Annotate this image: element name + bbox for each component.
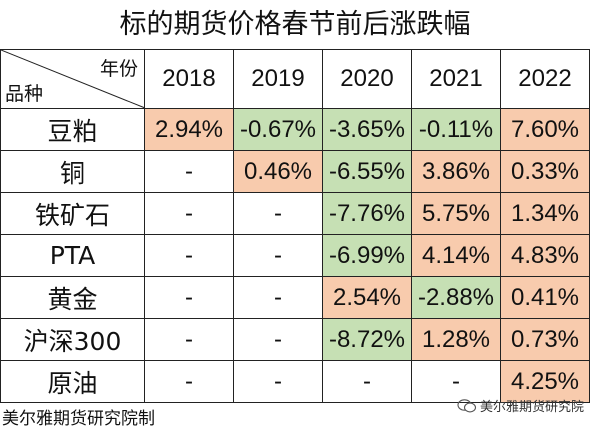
value-cell: - xyxy=(233,234,323,277)
value-cell: -6.99% xyxy=(322,234,412,277)
corner-year-label: 年份 xyxy=(99,58,138,80)
value-cell: -0.11% xyxy=(411,108,501,151)
value-cell: 0.33% xyxy=(500,150,590,193)
item-name: 铜 xyxy=(0,150,145,193)
table-row: 铁矿石 - - -7.76% 5.75% 1.34% xyxy=(0,192,590,235)
item-name: 原油 xyxy=(0,360,145,403)
value-cell: 2.54% xyxy=(322,276,412,319)
value-cell: 0.41% xyxy=(500,276,590,319)
value-cell: -8.72% xyxy=(322,318,412,361)
value-cell: 7.60% xyxy=(500,108,590,151)
source-note: 美尔雅期货研究院制 xyxy=(2,409,155,429)
value-cell: 0.73% xyxy=(500,318,590,361)
value-cell: 2.94% xyxy=(144,108,234,151)
year-header: 2019 xyxy=(233,49,323,109)
value-cell: - xyxy=(144,360,234,403)
watermark-text: 美尔雅期货研究院 xyxy=(479,400,584,415)
value-cell: 3.86% xyxy=(411,150,501,193)
value-cell: -3.65% xyxy=(322,108,412,151)
header-row: 年份 品种 2018 2019 2020 2021 2022 xyxy=(0,49,590,109)
diagonal-line xyxy=(1,50,144,108)
table-row: 豆粕 2.94% -0.67% -3.65% -0.11% 7.60% xyxy=(0,108,590,151)
value-cell: - xyxy=(233,360,323,403)
value-cell: -2.88% xyxy=(411,276,501,319)
value-cell: - xyxy=(322,360,412,403)
value-cell: -6.55% xyxy=(322,150,412,193)
corner-item-label: 品种 xyxy=(5,83,44,105)
value-cell: - xyxy=(144,234,234,277)
table-row: 黄金 - -2.54% -2.88% 0.41% xyxy=(0,276,590,319)
value-cell: - xyxy=(233,318,323,361)
value-cell: 4.83% xyxy=(500,234,590,277)
table-row: 原油 - - - -4.25% xyxy=(0,360,590,403)
page-title: 标的期货价格春节前后涨跌幅 xyxy=(119,9,471,40)
value-cell: - xyxy=(233,192,323,235)
value-cell: - xyxy=(144,192,234,235)
year-header: 2022 xyxy=(500,49,590,109)
value-cell: 1.28% xyxy=(411,318,501,361)
wechat-icon xyxy=(457,398,477,412)
value-cell: -7.76% xyxy=(322,192,412,235)
table-row: 铜 -0.46% -6.55% 3.86% 0.33% xyxy=(0,150,590,193)
value-cell: 4.14% xyxy=(411,234,501,277)
item-name: 豆粕 xyxy=(0,108,145,151)
value-cell: 5.75% xyxy=(411,192,501,235)
value-cell: - xyxy=(233,276,323,319)
value-cell: - xyxy=(144,318,234,361)
item-name: PTA xyxy=(0,234,145,277)
table-row: 沪深300- - -8.72% 1.28% 0.73% xyxy=(0,318,590,361)
item-name: 铁矿石 xyxy=(0,192,145,235)
item-name: 黄金 xyxy=(0,276,145,319)
item-name: 沪深300 xyxy=(0,318,145,361)
table-row: PTA - - -6.99% 4.14% 4.83% xyxy=(0,234,590,277)
corner-cell: 年份 品种 xyxy=(0,49,145,109)
year-header: 2020 xyxy=(322,49,412,109)
value-cell: -0.67% xyxy=(233,108,323,151)
year-header: 2021 xyxy=(411,49,501,109)
value-cell: - xyxy=(144,150,234,193)
value-cell: 0.46% xyxy=(233,150,323,193)
value-cell: 1.34% xyxy=(500,192,590,235)
change-table: 年份 品种 2018 2019 2020 2021 2022 豆粕 2.94% -0… xyxy=(0,49,590,403)
value-cell: - xyxy=(144,276,234,319)
year-header: 2018 xyxy=(144,49,234,109)
value-cell: 4.25% xyxy=(500,360,590,403)
watermark: 美尔雅期货研究院 xyxy=(457,396,584,415)
